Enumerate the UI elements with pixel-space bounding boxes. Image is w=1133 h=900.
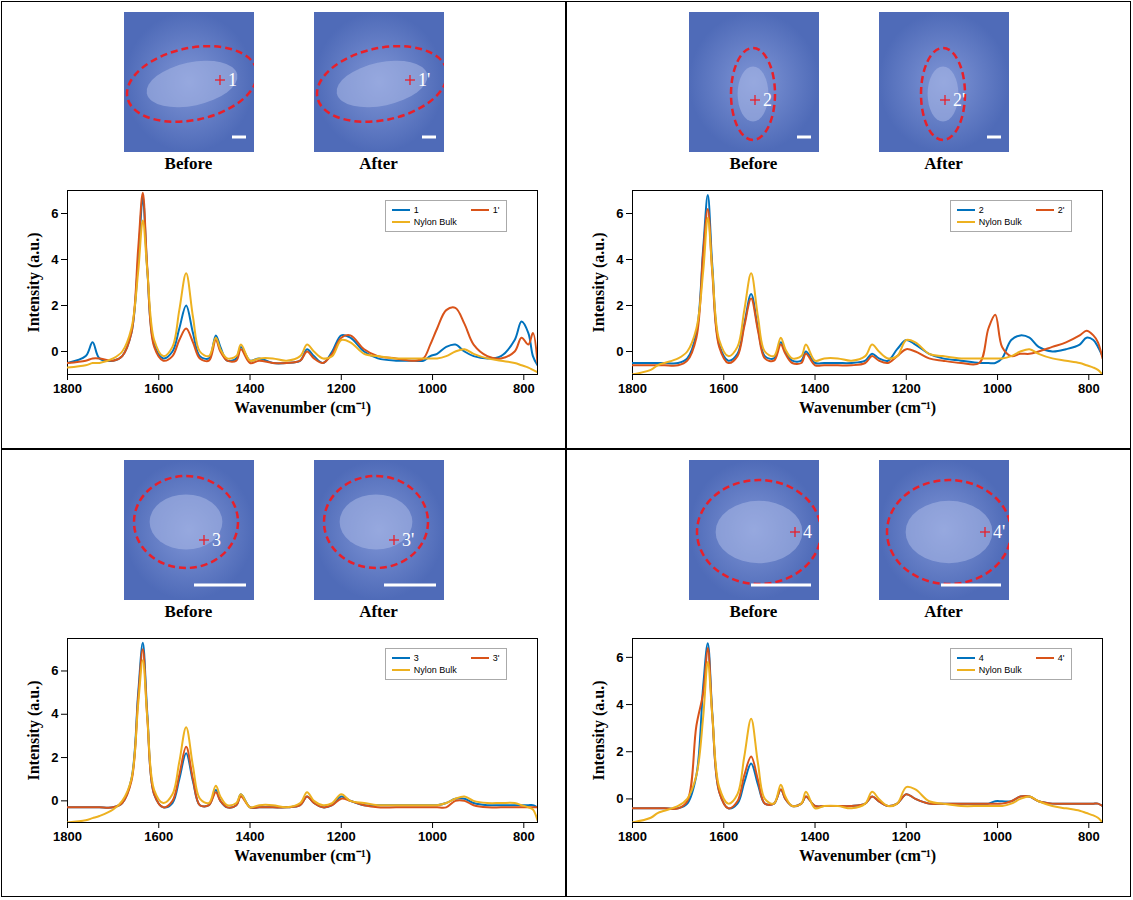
svg-text:1600: 1600 [709,829,738,844]
html-text:After: After [359,154,398,173]
svg-text:1600: 1600 [144,829,173,844]
svg-text:1400: 1400 [800,829,829,844]
svg-text:Intensity (a.u.): Intensity (a.u.) [589,680,607,780]
svg-text:3: 3 [212,530,221,550]
svg-text:Intensity (a.u.): Intensity (a.u.) [24,680,42,780]
svg-text:1800: 1800 [53,829,82,844]
svg-text:6: 6 [51,206,58,221]
svg-text:6: 6 [616,206,623,221]
svg-text:1600: 1600 [144,381,173,396]
html-text:2: 2 [978,205,984,215]
svg-text:1800: 1800 [618,829,647,844]
svg-text:2: 2 [51,298,58,313]
svg-text:Intensity (a.u.): Intensity (a.u.) [589,232,607,332]
svg-text:3': 3' [402,530,414,550]
svg-text:1800: 1800 [53,381,82,396]
html-text:1': 1' [492,205,500,215]
svg-text:1400: 1400 [800,381,829,396]
svg-text:6: 6 [51,663,58,678]
html-text:After: After [924,602,963,621]
svg-text:1000: 1000 [983,829,1012,844]
svg-text:2: 2 [616,744,623,759]
html-text:Nylon Bulk: Nylon Bulk [978,217,1022,227]
html-text:4: 4 [978,653,984,663]
svg-text:Wavenumber (cm⁻¹): Wavenumber (cm⁻¹) [798,399,935,417]
svg-text:800: 800 [512,829,534,844]
svg-text:0: 0 [616,791,623,806]
svg-text:Wavenumber (cm⁻¹): Wavenumber (cm⁻¹) [798,847,935,865]
svg-text:4: 4 [616,697,624,712]
svg-text:800: 800 [1077,381,1099,396]
svg-text:4: 4 [616,252,624,267]
html-text:Before: Before [729,602,778,621]
svg-text:2: 2 [763,90,772,110]
svg-text:4: 4 [803,522,812,542]
html-text:Nylon Bulk: Nylon Bulk [413,665,457,675]
svg-text:2: 2 [51,750,58,765]
svg-text:2': 2' [953,90,965,110]
svg-text:4: 4 [51,706,59,721]
html-text:Before: Before [729,154,778,173]
svg-text:6: 6 [616,650,623,665]
svg-text:800: 800 [1077,829,1099,844]
html-text:Before: Before [164,602,213,621]
html-text:Nylon Bulk: Nylon Bulk [978,665,1022,675]
svg-text:1200: 1200 [326,829,355,844]
html-text:3': 3' [492,653,500,663]
html-text:After: After [924,154,963,173]
svg-text:1200: 1200 [891,829,920,844]
svg-text:1200: 1200 [326,381,355,396]
svg-text:800: 800 [512,381,534,396]
svg-text:2: 2 [616,298,623,313]
svg-text:0: 0 [51,344,58,359]
html-text:After: After [359,602,398,621]
html-text:2': 2' [1057,205,1065,215]
html-text:1: 1 [413,205,419,215]
svg-text:1000: 1000 [983,381,1012,396]
html-text:Nylon Bulk: Nylon Bulk [413,217,457,227]
svg-text:1000: 1000 [418,381,447,396]
html-text:Before: Before [164,154,213,173]
html-text:3: 3 [413,653,419,663]
svg-text:1400: 1400 [235,381,264,396]
svg-text:0: 0 [51,793,58,808]
svg-text:4': 4' [993,522,1005,542]
svg-text:Intensity (a.u.): Intensity (a.u.) [24,232,42,332]
svg-text:1200: 1200 [891,381,920,396]
svg-text:1000: 1000 [418,829,447,844]
svg-text:1800: 1800 [618,381,647,396]
svg-text:1': 1' [418,70,430,90]
svg-text:Wavenumber (cm⁻¹): Wavenumber (cm⁻¹) [233,399,370,417]
svg-text:1400: 1400 [235,829,264,844]
svg-text:1: 1 [228,70,237,90]
svg-text:4: 4 [51,252,59,267]
svg-text:Wavenumber (cm⁻¹): Wavenumber (cm⁻¹) [233,847,370,865]
svg-text:1600: 1600 [709,381,738,396]
html-text:4': 4' [1057,653,1065,663]
svg-text:0: 0 [616,344,623,359]
